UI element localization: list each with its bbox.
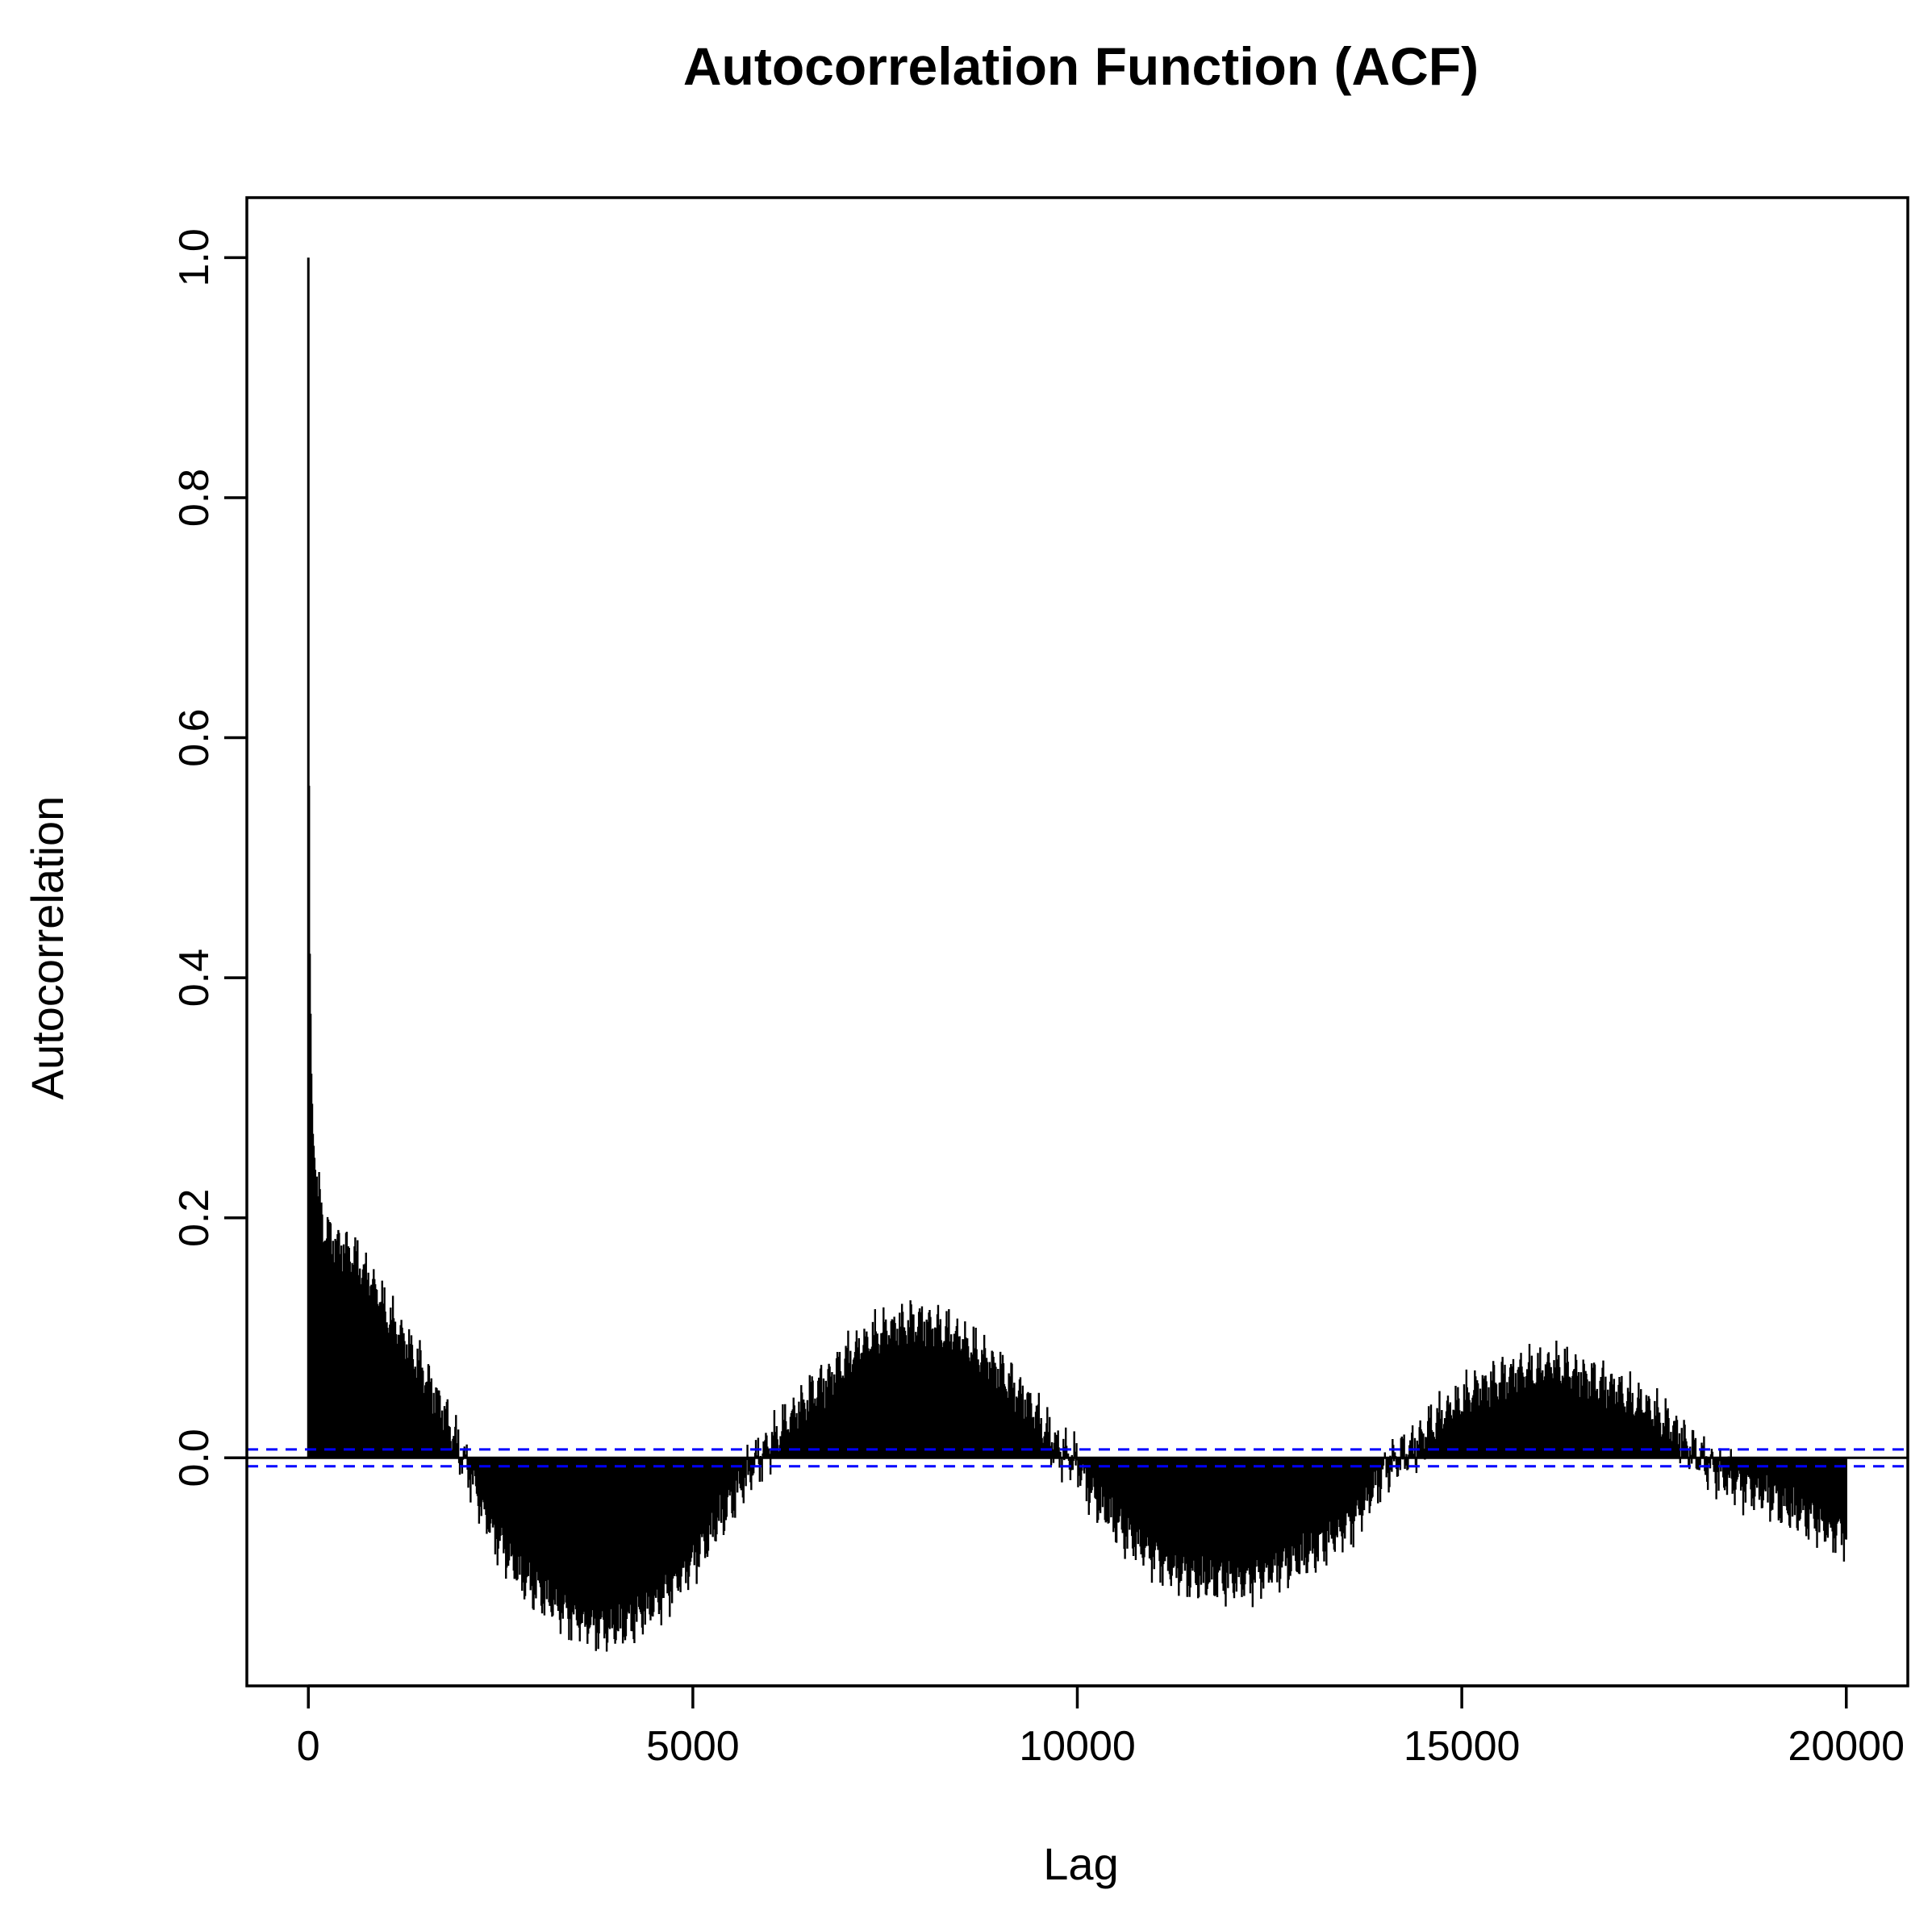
y-tick-label: 1.0 — [171, 228, 218, 286]
x-tick-label: 5000 — [646, 1723, 740, 1770]
y-tick-label: 0.0 — [171, 1429, 218, 1487]
x-axis: 0 5000 10000 15000 20000 — [297, 1684, 1905, 1770]
y-axis: 0.0 0.2 0.4 0.6 0.8 1.0 — [171, 228, 247, 1487]
x-tick-label: 15000 — [1404, 1723, 1521, 1770]
y-axis-label: Autocorrelation — [22, 796, 73, 1100]
acf-bars — [307, 257, 1847, 1652]
x-tick-label: 20000 — [1788, 1723, 1905, 1770]
y-tick-label: 0.2 — [171, 1189, 218, 1247]
chart-title: Autocorrelation Function (ACF) — [683, 36, 1479, 96]
y-tick-label: 0.8 — [171, 469, 218, 527]
x-tick-label: 10000 — [1019, 1723, 1136, 1770]
x-tick-label: 0 — [297, 1723, 320, 1770]
y-tick-label: 0.6 — [171, 708, 218, 766]
y-tick-label: 0.4 — [171, 949, 218, 1007]
x-axis-label: Lag — [1043, 1838, 1118, 1889]
